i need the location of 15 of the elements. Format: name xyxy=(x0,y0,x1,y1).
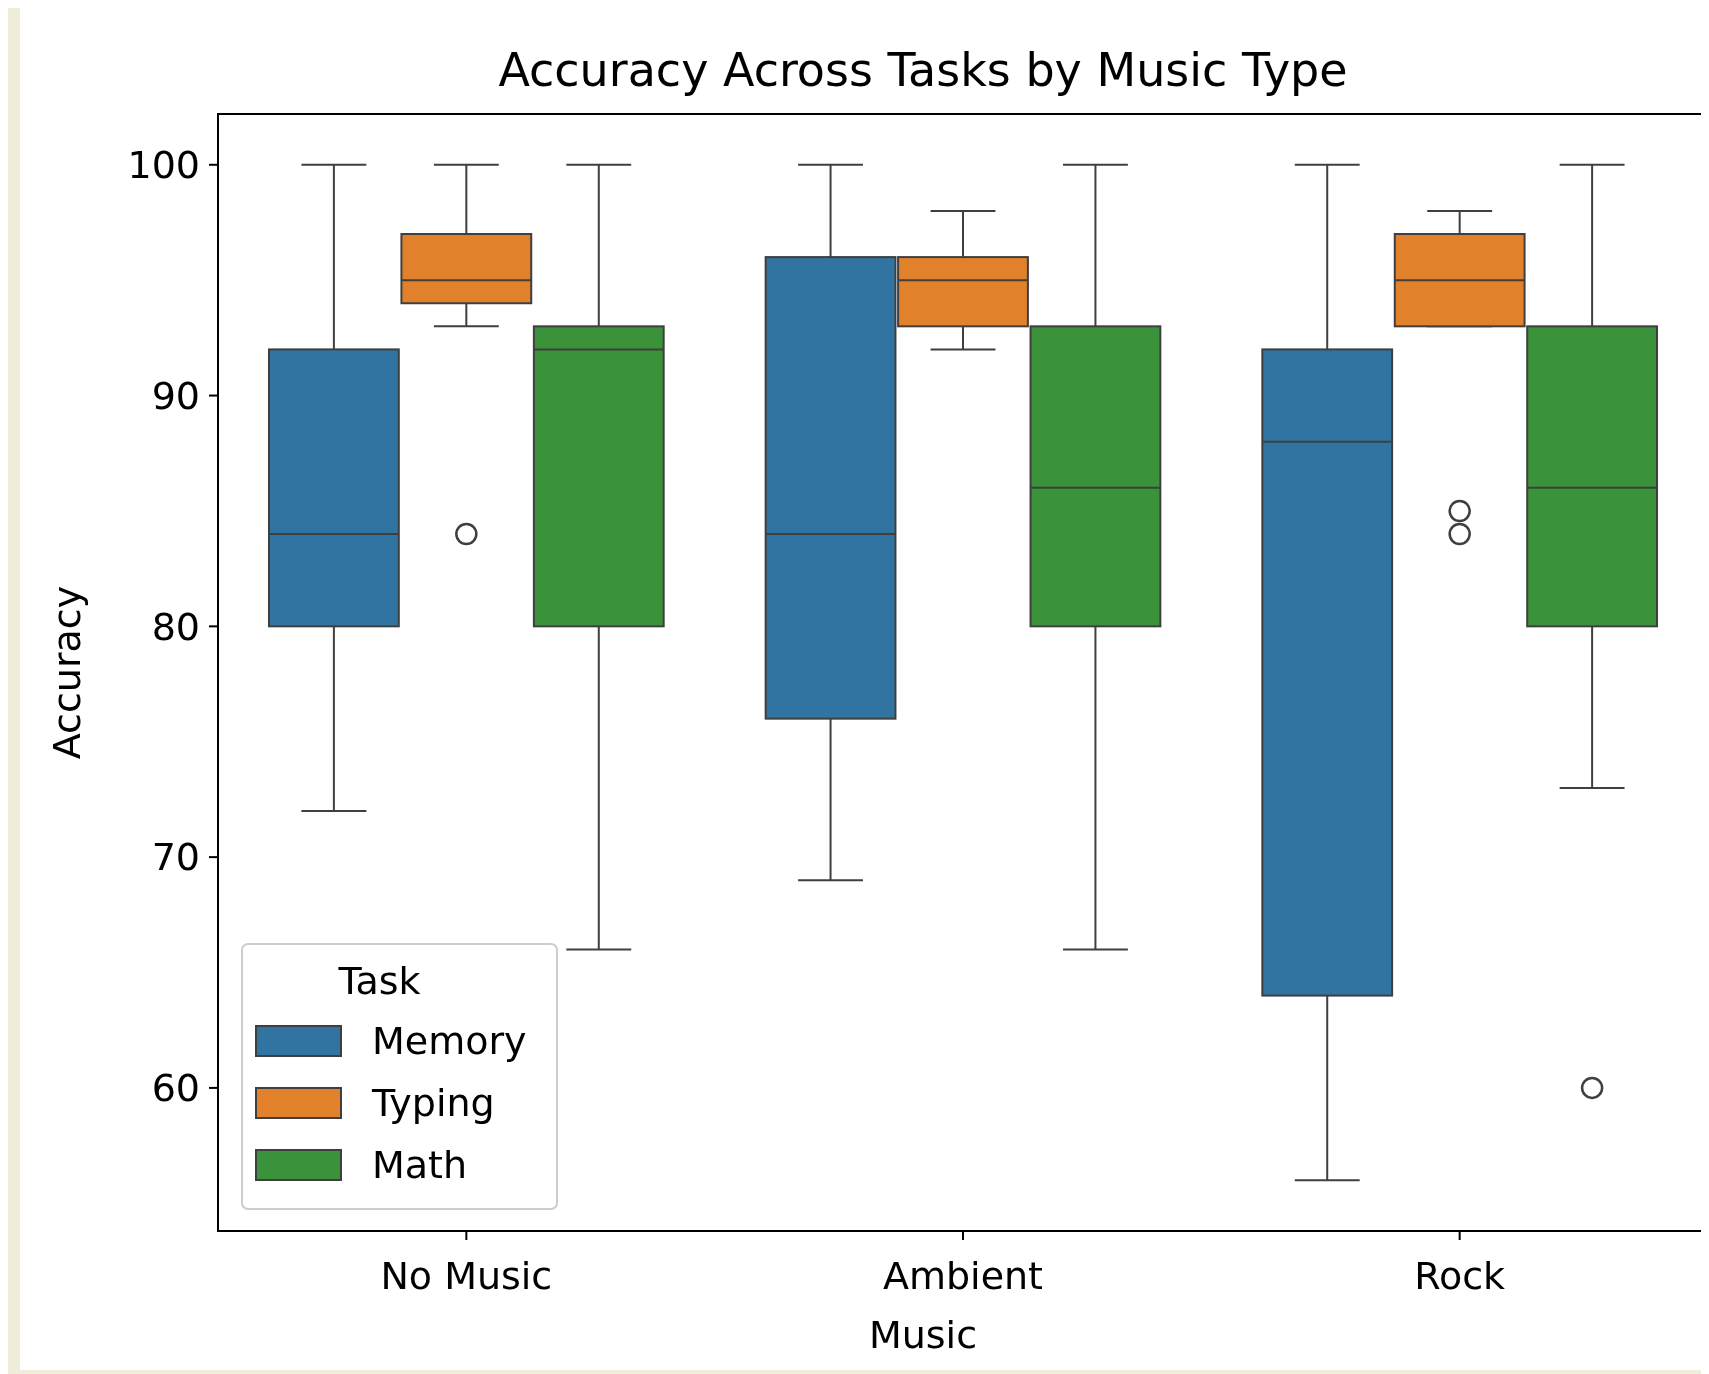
legend-label: Typing xyxy=(371,1081,495,1126)
y-tick-label: 100 xyxy=(127,143,200,188)
y-tick-label: 90 xyxy=(151,373,200,418)
y-tick-label: 70 xyxy=(151,835,200,880)
legend-title: Task xyxy=(337,959,421,1003)
y-axis-title: Accuracy xyxy=(45,585,89,760)
x-axis-title: Music xyxy=(868,1313,978,1357)
legend-label: Math xyxy=(372,1143,468,1188)
x-tick-label: Ambient xyxy=(882,1254,1044,1298)
chart-title: Accuracy Across Tasks by Music Type xyxy=(498,43,1348,97)
x-tick-label: Rock xyxy=(1414,1254,1506,1298)
y-tick-label: 60 xyxy=(151,1066,200,1111)
y-tick-label: 80 xyxy=(151,604,200,649)
x-tick-label: No Music xyxy=(380,1254,553,1298)
legend-label: Memory xyxy=(372,1019,527,1064)
